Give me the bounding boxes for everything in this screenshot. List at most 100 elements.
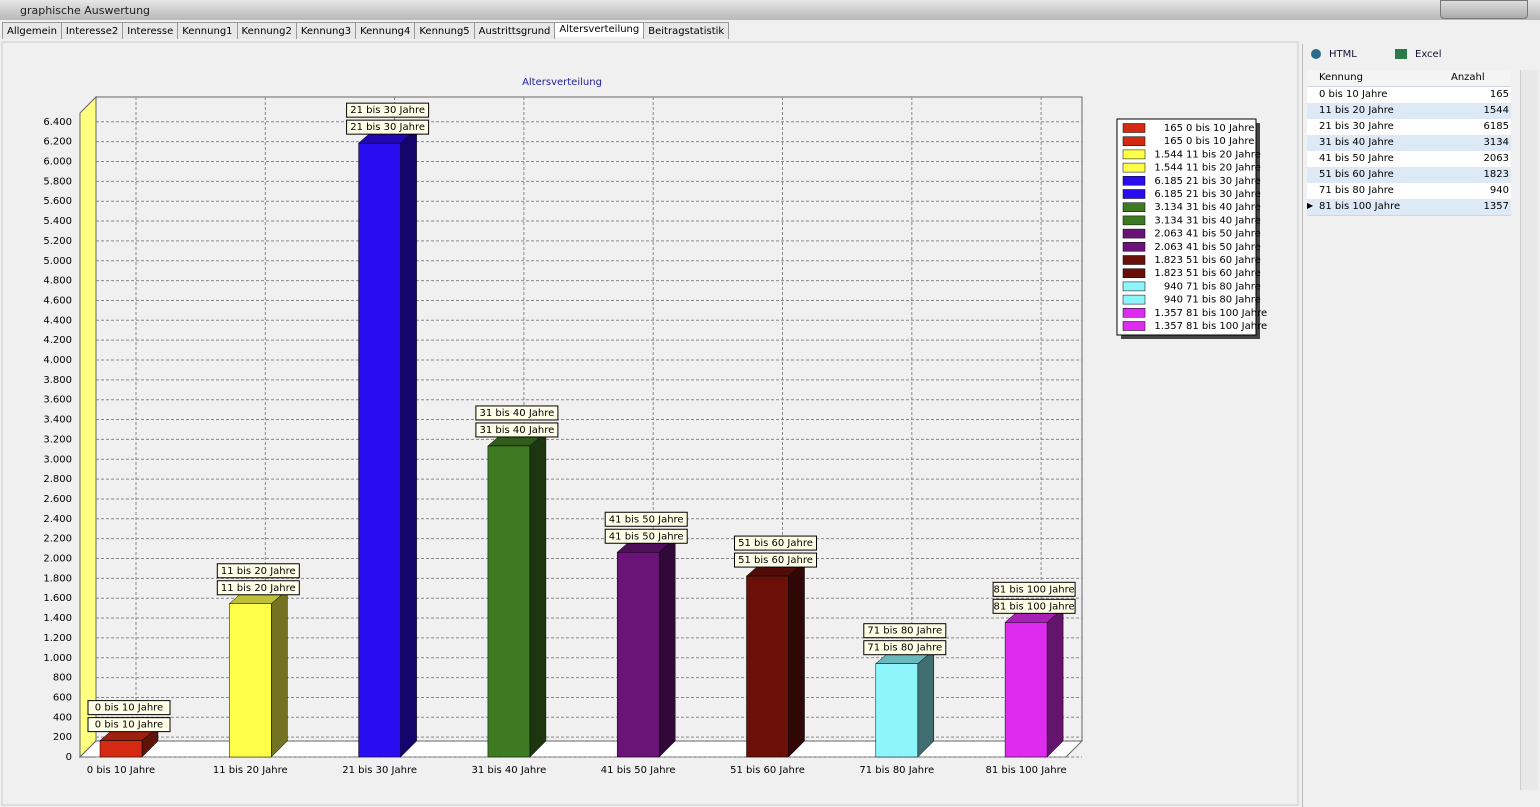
cell-anzahl: 940	[1489, 185, 1509, 196]
legend-label: 71 bis 80 Jahre	[1186, 295, 1261, 306]
table-header: Kennung Anzahl	[1307, 70, 1511, 87]
legend-value: 1.357	[1154, 321, 1183, 332]
data-label: 81 bis 100 Jahre	[992, 598, 1076, 614]
cell-kennung: 21 bis 30 Jahre	[1319, 121, 1394, 132]
data-label-box	[87, 717, 171, 733]
y-tick-label: 600	[53, 692, 72, 703]
y-tick-label: 200	[53, 732, 72, 743]
legend-swatch	[1122, 123, 1146, 133]
cell-kennung: 51 bis 60 Jahre	[1319, 169, 1394, 180]
table-row[interactable]: ▶ 81 bis 100 Jahre 1357	[1307, 199, 1511, 216]
table-row[interactable]: 71 bis 80 Jahre 940	[1307, 183, 1511, 200]
bar	[746, 575, 789, 758]
bar-side	[658, 537, 676, 758]
y-tick-label: 1.600	[43, 593, 72, 604]
excel-icon	[1395, 49, 1407, 59]
chart: Altersverteilung 0 200 400 600 800 1.000 1.200…	[1, 41, 1299, 806]
data-label: 41 bis 50 Jahre	[604, 528, 688, 544]
html-icon	[1311, 49, 1321, 59]
bar	[616, 552, 660, 758]
legend-label: 41 bis 50 Jahre	[1186, 229, 1261, 240]
cell-kennung: 11 bis 20 Jahre	[1319, 105, 1394, 116]
y-tick-label: 1.400	[43, 613, 72, 624]
legend-swatch	[1122, 294, 1146, 305]
y-tick-label: 2.800	[43, 474, 72, 485]
table-row[interactable]: 41 bis 50 Jahre 2063	[1307, 151, 1511, 168]
data-label-box	[475, 405, 559, 421]
bar-side	[788, 561, 805, 758]
window-controls[interactable]	[1440, 0, 1528, 19]
tab[interactable]: Altersverteilung	[554, 22, 645, 37]
data-label: 81 bis 100 Jahre	[992, 581, 1076, 597]
data-label-text: 51 bis 60 Jahre	[738, 555, 813, 566]
y-tick-label: 3.800	[43, 375, 72, 386]
x-tick-label: 21 bis 30 Jahre	[342, 765, 417, 776]
cell-anzahl: 6185	[1483, 121, 1509, 132]
x-tick-label: 71 bis 80 Jahre	[859, 765, 934, 776]
y-tick-label: 2.000	[43, 554, 72, 565]
data-label: 11 bis 20 Jahre	[216, 563, 300, 579]
legend-label: 31 bis 40 Jahre	[1186, 215, 1261, 226]
data-label: 11 bis 20 Jahre	[216, 580, 300, 596]
data-label-box	[734, 535, 817, 551]
data-label: 21 bis 30 Jahre	[346, 119, 430, 135]
data-label: 51 bis 60 Jahre	[734, 552, 817, 568]
y-tick-label: 5.800	[43, 176, 72, 187]
data-label-box	[604, 528, 688, 544]
excel-button[interactable]: Excel	[1415, 49, 1442, 60]
legend-value: 6.185	[1154, 176, 1183, 187]
y-tick-label: 3.200	[43, 434, 72, 445]
header-cell: Anzahl	[1451, 72, 1485, 83]
title-bar: graphische Auswertung	[0, 0, 1540, 20]
table-row[interactable]: 51 bis 60 Jahre 1823	[1307, 167, 1511, 184]
data-label: 31 bis 40 Jahre	[475, 405, 559, 421]
legend-value: 165	[1164, 123, 1183, 134]
y-tick-label: 2.200	[43, 534, 72, 545]
legend-value: 1.544	[1154, 149, 1183, 160]
data-label-text: 0 bis 10 Jahre	[95, 703, 163, 714]
table-row[interactable]: 11 bis 20 Jahre 1544	[1307, 103, 1511, 120]
legend-swatch	[1122, 242, 1146, 252]
y-tick-label: 5.600	[43, 196, 72, 207]
legend-swatch	[1122, 321, 1146, 331]
table-row[interactable]: 0 bis 10 Jahre 165	[1307, 87, 1511, 104]
scrollbar[interactable]	[1520, 70, 1538, 790]
y-tick-label: 5.200	[43, 236, 72, 247]
cell-kennung: 71 bis 80 Jahre	[1319, 185, 1394, 196]
left-wall	[79, 95, 97, 759]
legend-label: 51 bis 60 Jahre	[1186, 268, 1261, 279]
side-panel: HTML Excel Kennung Anzahl 0 bis 10 Jahre…	[1302, 44, 1539, 807]
y-tick-label: 6.400	[43, 117, 72, 128]
legend-swatch	[1122, 149, 1146, 160]
table-row[interactable]: 31 bis 40 Jahre 3134	[1307, 135, 1511, 152]
html-button[interactable]: HTML	[1329, 49, 1357, 60]
chart-title: Altersverteilung	[522, 77, 602, 88]
y-tick-label: 1.800	[43, 573, 72, 584]
y-tick-label: 2.600	[43, 494, 72, 505]
bar-side	[271, 589, 288, 758]
data-label-text: 71 bis 80 Jahre	[867, 643, 942, 654]
legend-label: 71 bis 80 Jahre	[1186, 281, 1261, 292]
bar-side	[529, 431, 547, 758]
legend-value: 6.185	[1154, 189, 1183, 200]
bar	[875, 663, 919, 758]
table-row[interactable]: 21 bis 30 Jahre 6185	[1307, 119, 1511, 136]
data-label-box	[87, 700, 171, 716]
data-label-text: 31 bis 40 Jahre	[480, 425, 555, 436]
legend-swatch	[1122, 162, 1146, 173]
data-label-box	[346, 119, 430, 135]
legend-swatch	[1122, 268, 1146, 278]
cell-kennung: 31 bis 40 Jahre	[1319, 137, 1394, 148]
legend-value: 1.823	[1154, 255, 1183, 266]
cell-kennung: 81 bis 100 Jahre	[1319, 201, 1401, 212]
x-tick-label: 81 bis 100 Jahre	[986, 765, 1067, 776]
data-label-text: 51 bis 60 Jahre	[738, 538, 813, 549]
x-tick-label: 41 bis 50 Jahre	[601, 765, 676, 776]
legend-label: 51 bis 60 Jahre	[1186, 255, 1261, 266]
legend-label: 21 bis 30 Jahre	[1186, 176, 1261, 187]
legend-value: 2.063	[1154, 229, 1183, 240]
cell-anzahl: 165	[1489, 89, 1509, 100]
cell-anzahl: 2063	[1483, 153, 1509, 164]
legend-value: 3.134	[1154, 215, 1183, 226]
